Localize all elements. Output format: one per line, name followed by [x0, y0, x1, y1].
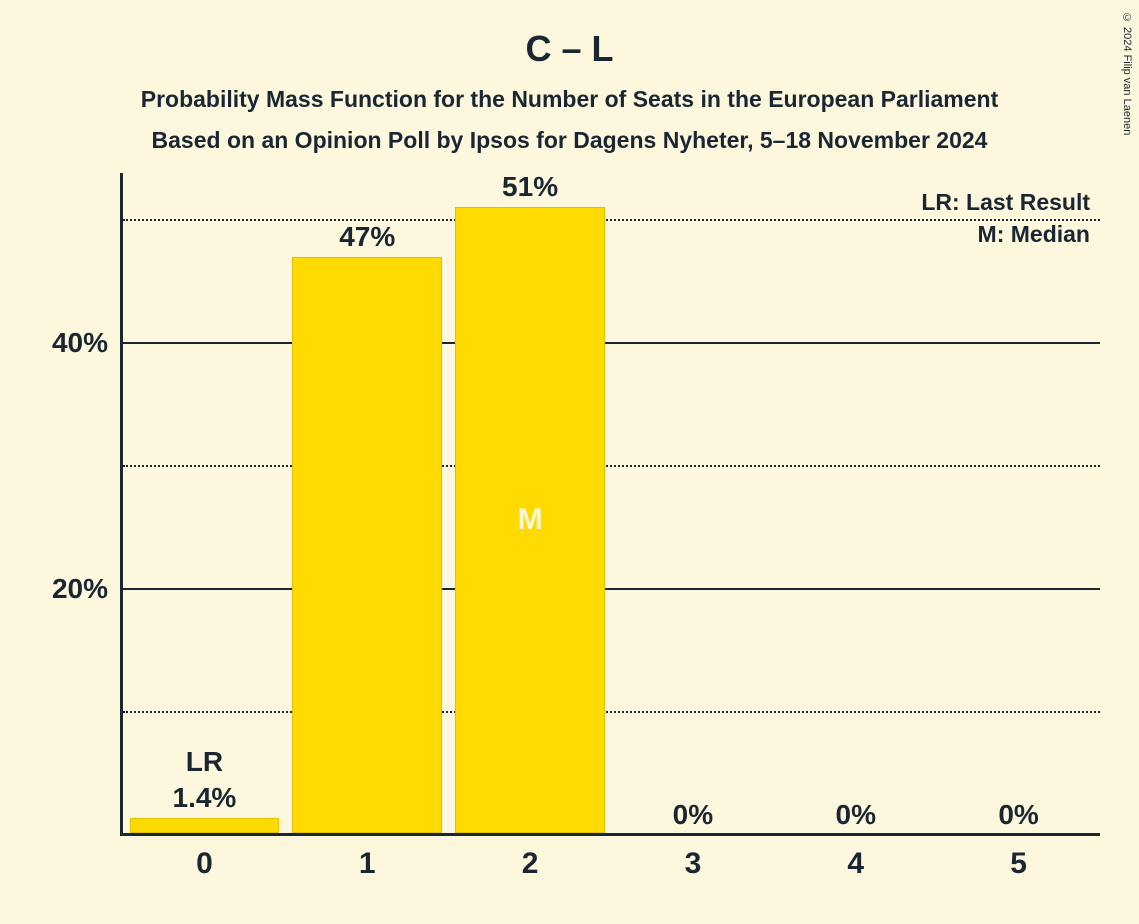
bar-annotation: LR	[186, 746, 223, 778]
plot-region: 20%40%01.4%LR147%251%M30%40%50%	[120, 195, 1100, 835]
legend-m: M: Median	[978, 221, 1090, 248]
y-axis-tick-label: 20%	[52, 573, 108, 605]
chart-subtitle-1: Probability Mass Function for the Number…	[0, 86, 1139, 113]
bar-value-label: 0%	[673, 799, 713, 831]
bar	[130, 818, 280, 833]
gridline	[123, 342, 1100, 344]
bar-value-label: 0%	[998, 799, 1038, 831]
bar-value-label: 0%	[836, 799, 876, 831]
gridline	[123, 588, 1100, 590]
x-axis-tick-label: 5	[1010, 847, 1027, 881]
bar-value-label: 1.4%	[172, 782, 236, 814]
legend-lr: LR: Last Result	[921, 189, 1090, 216]
chart-area: 20%40%01.4%LR147%251%M30%40%50% LR: Last…	[120, 195, 1100, 835]
x-axis-tick-label: 0	[196, 847, 213, 881]
gridline	[123, 219, 1100, 221]
y-axis-line	[120, 173, 123, 835]
gridline	[123, 711, 1100, 713]
gridline	[123, 465, 1100, 467]
y-axis-tick-label: 40%	[52, 327, 108, 359]
bar	[292, 257, 442, 833]
chart-subtitle-2: Based on an Opinion Poll by Ipsos for Da…	[0, 127, 1139, 154]
x-axis-tick-label: 2	[522, 847, 539, 881]
x-axis-tick-label: 3	[685, 847, 702, 881]
x-axis-tick-label: 1	[359, 847, 376, 881]
x-axis-line	[120, 833, 1100, 836]
bar-value-label: 51%	[502, 171, 558, 203]
bar-value-label: 47%	[339, 221, 395, 253]
chart-title: C – L	[0, 0, 1139, 70]
median-marker: M	[518, 503, 543, 537]
copyright-text: © 2024 Filip van Laenen	[1121, 12, 1133, 135]
x-axis-tick-label: 4	[847, 847, 864, 881]
